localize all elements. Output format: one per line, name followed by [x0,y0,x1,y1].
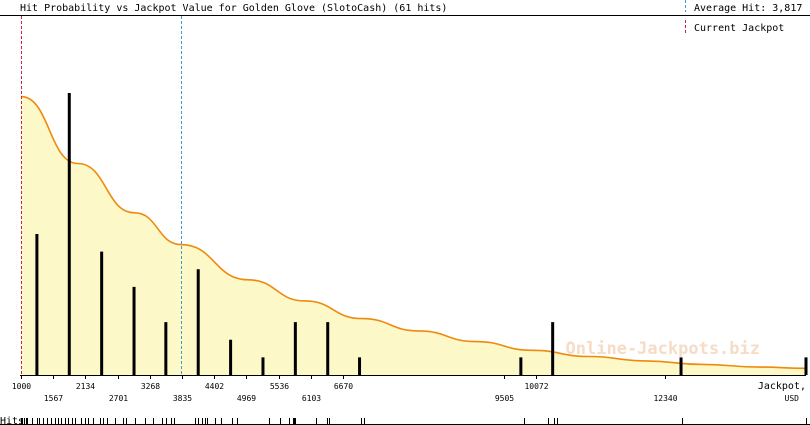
x-axis-label-line1: Jackpot, [758,381,806,392]
bar [132,286,136,375]
probability-area-layer [20,95,807,376]
bar [229,339,233,375]
bar [100,251,104,375]
bar [358,357,362,375]
x-tick-label: 3268 [141,382,160,391]
x-tick-label: 6103 [302,394,321,403]
probability-area [21,96,806,376]
bar [326,322,330,375]
legend-average-label: Average Hit: 3,817 [694,3,802,14]
x-tick-label: 2701 [109,394,128,403]
hit-tick-layer [21,418,807,424]
bar [164,322,168,375]
hits-label: Hits [0,416,24,425]
bar [679,357,683,375]
x-tick-label: 4402 [205,382,224,391]
bar [804,357,808,375]
x-tick-label: 3835 [173,394,192,403]
x-tick-label: 9505 [495,394,514,403]
chart-title: Hit Probability vs Jackpot Value for Gol… [20,3,447,14]
bar [519,357,523,375]
probability-curve [20,95,807,370]
x-tick-label: 1000 [12,382,31,391]
x-tick-label: 10072 [524,382,548,391]
bar [293,322,297,375]
x-tick-label: 12340 [653,394,677,403]
x-axis-label-line2: USD [785,394,800,403]
x-tick-label: 1567 [44,394,63,403]
x-tick-label: 5536 [270,382,289,391]
bar-layer [35,93,808,375]
bar [35,234,39,375]
x-tick-label: 4969 [237,394,256,403]
watermark: Online-Jackpots.biz [566,339,760,359]
bar [551,322,555,375]
bar [261,357,265,375]
x-tick-label: 6670 [334,382,353,391]
bar [67,93,71,375]
x-tick-layer: 1000 1567 2134 2701 3268 3835 4402 4969 5536 6103… [12,375,678,403]
bar [196,269,200,375]
x-tick-label: 2134 [76,382,95,391]
legend-current-label: Current Jackpot [694,23,784,34]
